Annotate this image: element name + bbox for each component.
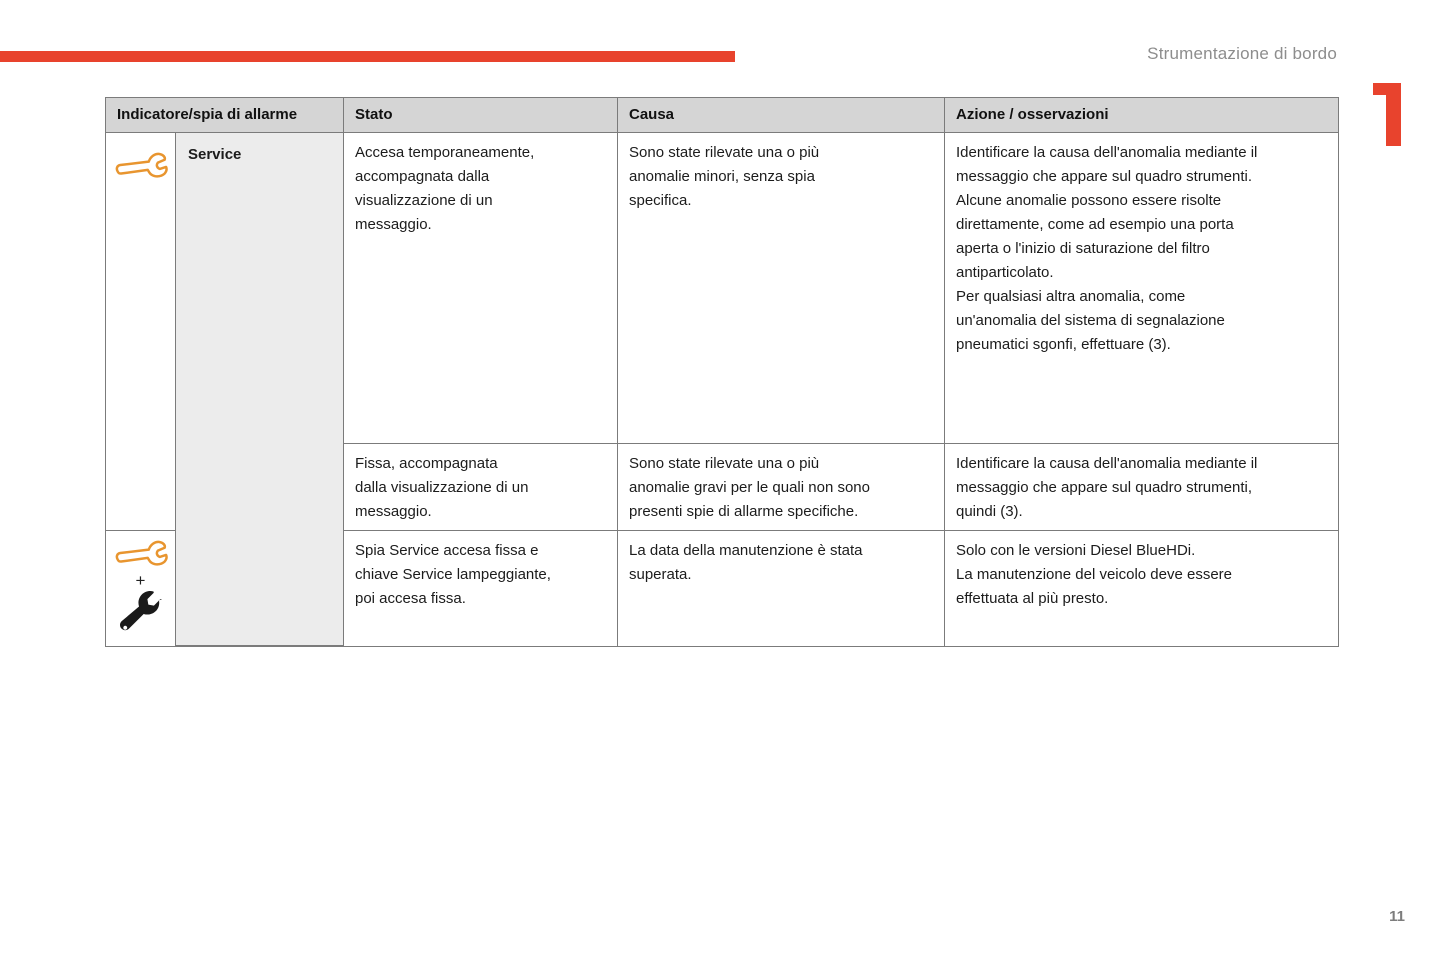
causa-row-1: Sono state rilevate una o più anomalie m… — [618, 133, 945, 444]
maintenance-wrench-solid-icon — [119, 591, 162, 631]
page-number: 11 — [1389, 908, 1405, 925]
service-wrench-outline-icon — [115, 152, 168, 178]
azione-row-2: Identificare la causa dell'anomalia medi… — [945, 444, 1338, 531]
indicator-icon-cell-row-3: + — [106, 531, 176, 646]
indicator-name-cell: Service — [176, 133, 344, 646]
chapter-number-badge — [1373, 83, 1401, 146]
azione-row-1: Identificare la causa dell'anomalia medi… — [945, 133, 1338, 444]
column-header-indicator: Indicatore/spia di allarme — [106, 98, 344, 133]
indicator-icon-cell-rows-1-2 — [106, 133, 176, 531]
service-wrench-outline-icon — [115, 540, 168, 566]
column-header-stato: Stato — [344, 98, 618, 133]
azione-row-3: Solo con le versioni Diesel BlueHDi. La … — [956, 542, 1233, 607]
causa-row-3: La data della manutenzione è stata super… — [618, 531, 945, 646]
stato-row-1: Accesa temporaneamente, accompagnata dal… — [344, 133, 618, 444]
page-title: Strumentazione di bordo — [1147, 44, 1337, 63]
stato-row-2: Fissa, accompagnata dalla visualizzazion… — [344, 444, 618, 531]
top-accent-bar — [0, 51, 735, 62]
column-header-causa: Causa — [618, 98, 945, 133]
stato-row-3: Spia Service accesa fissa e chiave Servi… — [344, 531, 618, 646]
plus-sign: + — [135, 571, 146, 590]
warning-lights-table: Indicatore/spia di allarme Stato Causa A… — [105, 97, 1339, 647]
causa-row-2: Sono state rilevate una o più anomalie g… — [618, 444, 945, 531]
column-header-azione: Azione / osservazioni — [945, 98, 1338, 133]
